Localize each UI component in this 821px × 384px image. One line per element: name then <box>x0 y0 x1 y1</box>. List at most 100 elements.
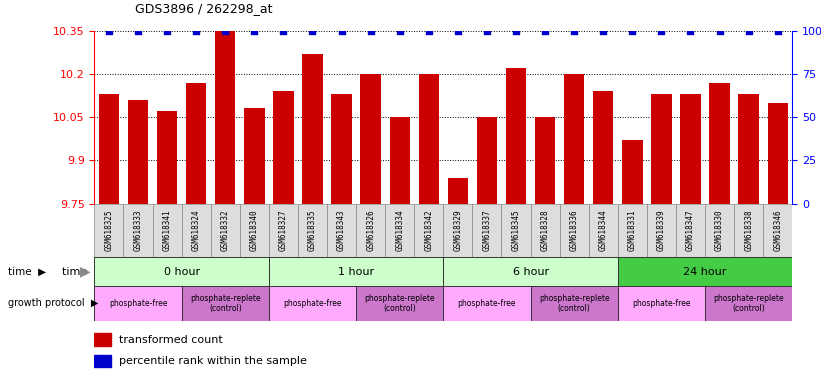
Bar <box>477 117 498 204</box>
Bar <box>617 286 705 321</box>
Bar <box>734 204 764 257</box>
Point <box>713 28 726 34</box>
Bar <box>617 257 792 286</box>
Bar <box>681 94 700 204</box>
Point <box>190 28 203 34</box>
Point <box>218 28 232 34</box>
Point <box>306 28 319 34</box>
Bar <box>94 257 269 286</box>
Text: GSM618344: GSM618344 <box>599 210 608 251</box>
Point <box>335 28 348 34</box>
Text: GSM618345: GSM618345 <box>511 210 521 251</box>
Bar <box>415 204 443 257</box>
Bar <box>94 286 181 321</box>
Text: GSM618335: GSM618335 <box>308 210 317 251</box>
Bar <box>443 257 618 286</box>
Bar <box>589 204 618 257</box>
Text: GSM618346: GSM618346 <box>773 210 782 251</box>
Bar <box>651 94 672 204</box>
Bar <box>530 204 560 257</box>
Text: GSM618324: GSM618324 <box>191 210 200 251</box>
Point <box>393 28 406 34</box>
Bar <box>332 94 351 204</box>
Text: GSM618329: GSM618329 <box>453 210 462 251</box>
Bar <box>181 204 211 257</box>
Bar <box>389 117 410 204</box>
Bar <box>593 91 613 204</box>
Point <box>422 28 435 34</box>
Bar <box>298 204 327 257</box>
Text: GSM618334: GSM618334 <box>395 210 404 251</box>
Text: GSM618338: GSM618338 <box>744 210 753 251</box>
Point <box>364 28 377 34</box>
Bar <box>123 204 153 257</box>
Point <box>510 28 523 34</box>
Bar <box>94 354 111 367</box>
Bar <box>530 286 618 321</box>
Text: growth protocol  ▶: growth protocol ▶ <box>8 298 99 308</box>
Text: GSM618331: GSM618331 <box>628 210 637 251</box>
Text: phosphate-replete
(control): phosphate-replete (control) <box>190 294 260 313</box>
Bar <box>269 286 356 321</box>
Bar <box>472 204 502 257</box>
Bar <box>705 204 734 257</box>
Bar <box>618 204 647 257</box>
Point <box>771 28 784 34</box>
Text: ▶: ▶ <box>80 265 90 279</box>
Bar <box>535 117 555 204</box>
Bar <box>356 204 385 257</box>
Text: GSM618336: GSM618336 <box>570 210 579 251</box>
Text: time: time <box>62 266 90 277</box>
Bar <box>94 204 123 257</box>
Text: GSM618343: GSM618343 <box>337 210 346 251</box>
Bar <box>768 103 788 204</box>
Bar <box>447 177 468 204</box>
Bar <box>676 204 705 257</box>
Bar <box>215 31 236 204</box>
Bar <box>99 94 119 204</box>
Bar <box>647 204 676 257</box>
Text: GDS3896 / 262298_at: GDS3896 / 262298_at <box>135 2 273 15</box>
Text: GSM618341: GSM618341 <box>163 210 172 251</box>
Bar <box>269 257 443 286</box>
Text: phosphate-replete
(control): phosphate-replete (control) <box>713 294 784 313</box>
Bar <box>385 204 415 257</box>
Bar <box>419 74 439 204</box>
Bar <box>764 204 792 257</box>
Bar <box>302 54 323 204</box>
Bar <box>564 74 585 204</box>
Bar <box>360 74 381 204</box>
Bar <box>128 100 149 204</box>
Bar <box>327 204 356 257</box>
Text: GSM618347: GSM618347 <box>686 210 695 251</box>
Bar <box>244 108 264 204</box>
Bar <box>502 204 530 257</box>
Bar <box>356 286 443 321</box>
Text: phosphate-free: phosphate-free <box>108 299 167 308</box>
Point <box>161 28 174 34</box>
Text: GSM618333: GSM618333 <box>134 210 143 251</box>
Text: GSM618342: GSM618342 <box>424 210 433 251</box>
Point <box>277 28 290 34</box>
Text: transformed count: transformed count <box>119 335 222 345</box>
Bar <box>211 204 240 257</box>
Text: GSM618340: GSM618340 <box>250 210 259 251</box>
Text: phosphate-replete
(control): phosphate-replete (control) <box>365 294 435 313</box>
Bar <box>240 204 269 257</box>
Text: GSM618327: GSM618327 <box>279 210 288 251</box>
Text: phosphate-replete
(control): phosphate-replete (control) <box>539 294 609 313</box>
Text: time  ▶: time ▶ <box>8 266 46 277</box>
Bar <box>738 94 759 204</box>
Text: GSM618332: GSM618332 <box>221 210 230 251</box>
Point <box>567 28 580 34</box>
Text: phosphate-free: phosphate-free <box>283 299 342 308</box>
Point <box>480 28 493 34</box>
Text: phosphate-free: phosphate-free <box>457 299 516 308</box>
Text: GSM618328: GSM618328 <box>540 210 549 251</box>
Point <box>131 28 144 34</box>
Bar <box>622 140 643 204</box>
Bar <box>153 204 181 257</box>
Bar <box>157 111 177 204</box>
Text: GSM618326: GSM618326 <box>366 210 375 251</box>
Text: GSM618339: GSM618339 <box>657 210 666 251</box>
